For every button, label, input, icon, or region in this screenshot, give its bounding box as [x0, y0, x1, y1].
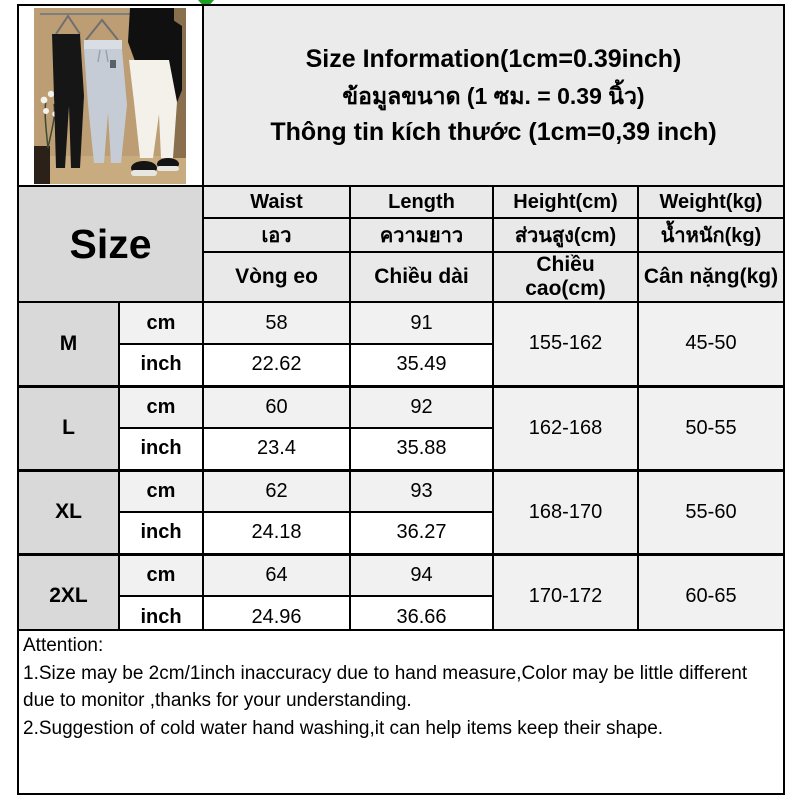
l-weight: 50-55	[637, 384, 785, 471]
m-weight: 45-50	[637, 301, 785, 387]
m-waist-cm: 58	[202, 301, 351, 345]
header-height-vi: Chiều cao(cm)	[492, 251, 639, 303]
xl-weight: 55-60	[637, 468, 785, 555]
m-waist-inch: 22.62	[202, 343, 351, 387]
size-m: M	[17, 301, 120, 387]
pants-gray-logo	[110, 60, 116, 68]
pants-gray	[84, 49, 127, 163]
row-m-cm: M cm 58 91 155-162 45-50	[17, 301, 785, 387]
unit-cm: cm	[118, 552, 204, 597]
attention-line-3: 2.Suggestion of cold water hand washing,…	[23, 717, 664, 739]
row-l-cm: L cm 60 92 162-168 50-55	[17, 384, 785, 471]
2xl-height: 170-172	[492, 552, 639, 639]
header-row-en: Size Waist Length Height(cm) Weight(kg)	[17, 185, 785, 303]
unit-inch: inch	[118, 427, 204, 471]
unit-inch: inch	[118, 343, 204, 387]
row-xl-cm: XL cm 62 93 168-170 55-60	[17, 468, 785, 555]
l-length-inch: 35.88	[349, 427, 494, 471]
title-block: Size Information(1cm=0.39inch) ข้อมูลขนา…	[202, 4, 785, 187]
row-l-inch: inch 23.4 35.88	[18, 427, 784, 471]
header-row-th: เอว ความยาว ส่วนสูง(cm) น้ำหนัก(kg)	[18, 217, 785, 253]
product-photo	[34, 8, 186, 184]
size-table: Size Information(1cm=0.39inch) ข้อมูลขนา…	[17, 4, 785, 639]
product-photo-illustration	[34, 8, 186, 184]
2xl-weight: 60-65	[637, 552, 785, 639]
m-length-inch: 35.49	[349, 343, 494, 387]
header-row-vi: Vòng eo Chiều dài Chiều cao(cm) Cân nặng…	[18, 251, 785, 303]
header-waist-en: Waist	[202, 185, 351, 219]
product-photo-cell	[17, 4, 204, 187]
l-height: 162-168	[492, 384, 639, 471]
header-waist-vi: Vòng eo	[202, 251, 351, 303]
2xl-length-cm: 94	[349, 552, 494, 597]
pants-black	[52, 34, 84, 168]
hanger-left	[55, 14, 81, 35]
m-length-cm: 91	[349, 301, 494, 345]
row-xl-inch: inch 24.18 36.27	[18, 511, 784, 555]
title-thai: ข้อมูลขนาด (1 ซม. = 0.39 นิ้ว)	[342, 82, 645, 109]
unit-inch: inch	[118, 511, 204, 555]
unit-cm: cm	[118, 384, 204, 429]
pants-white-worn	[129, 60, 177, 158]
header-weight-th: น้ำหนัก(kg)	[637, 217, 785, 253]
xl-length-cm: 93	[349, 468, 494, 513]
xl-waist-cm: 62	[202, 468, 351, 513]
row-m-inch: inch 22.62 35.49	[18, 343, 784, 387]
unit-cm: cm	[118, 468, 204, 513]
header-height-en: Height(cm)	[492, 185, 639, 219]
2xl-waist-cm: 64	[202, 552, 351, 597]
m-height: 155-162	[492, 301, 639, 387]
title-english: Size Information(1cm=0.39inch)	[305, 44, 682, 73]
l-length-cm: 92	[349, 384, 494, 429]
l-waist-inch: 23.4	[202, 427, 351, 471]
header-length-th: ความยาว	[349, 217, 494, 253]
attention-line-1: 1.Size may be 2cm/1inch inaccuracy due t…	[23, 662, 748, 684]
xl-length-inch: 36.27	[349, 511, 494, 555]
size-xl: XL	[17, 468, 120, 555]
xl-waist-inch: 24.18	[202, 511, 351, 555]
l-waist-cm: 60	[202, 384, 351, 429]
attention-box: Attention: 1.Size may be 2cm/1inch inacc…	[17, 629, 785, 795]
header-weight-en: Weight(kg)	[637, 185, 785, 219]
size-2xl: 2XL	[17, 552, 120, 639]
attention-heading: Attention:	[23, 635, 104, 656]
header-waist-th: เอว	[202, 217, 351, 253]
unit-cm: cm	[118, 301, 204, 345]
model-top	[128, 8, 174, 64]
title-vietnamese: Thông tin kích thước (1cm=0,39 inch)	[270, 117, 717, 146]
pants-gray-waistband	[84, 40, 122, 50]
header-length-vi: Chiều dài	[349, 251, 494, 303]
size-header: Size	[17, 185, 204, 303]
top-row: Size Information(1cm=0.39inch) ข้อมูลขนา…	[17, 4, 785, 187]
header-weight-vi: Cân nặng(kg)	[637, 251, 785, 303]
xl-height: 168-170	[492, 468, 639, 555]
header-length-en: Length	[349, 185, 494, 219]
row-2xl-cm: 2XL cm 64 94 170-172 60-65	[17, 552, 785, 639]
size-l: L	[17, 384, 120, 471]
hanger-middle	[85, 18, 119, 41]
attention-line-2: due to monitor ,thanks for your understa…	[23, 690, 412, 711]
header-height-th: ส่วนสูง(cm)	[492, 217, 639, 253]
